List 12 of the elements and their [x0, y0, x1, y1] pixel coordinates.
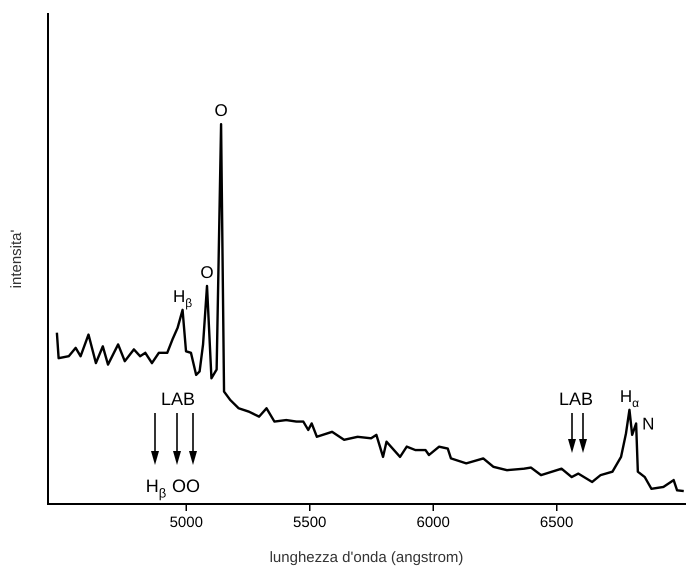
annotation: O: [214, 101, 228, 120]
annotation: LAB: [558, 389, 594, 409]
annotation: N: [642, 414, 654, 434]
x-tick-label: 5000: [170, 514, 203, 532]
annotation: LAB: [160, 389, 196, 409]
x-tick-label: 5500: [293, 514, 326, 532]
x-tick-label: 6500: [540, 514, 574, 532]
x-tick-label: 6000: [416, 514, 450, 532]
annotation: O: [200, 262, 214, 282]
x-axis-title: lunghezza d'onda (angstrom): [270, 549, 464, 566]
annotation: OO: [172, 476, 200, 496]
y-axis-title: intensita': [8, 230, 26, 288]
